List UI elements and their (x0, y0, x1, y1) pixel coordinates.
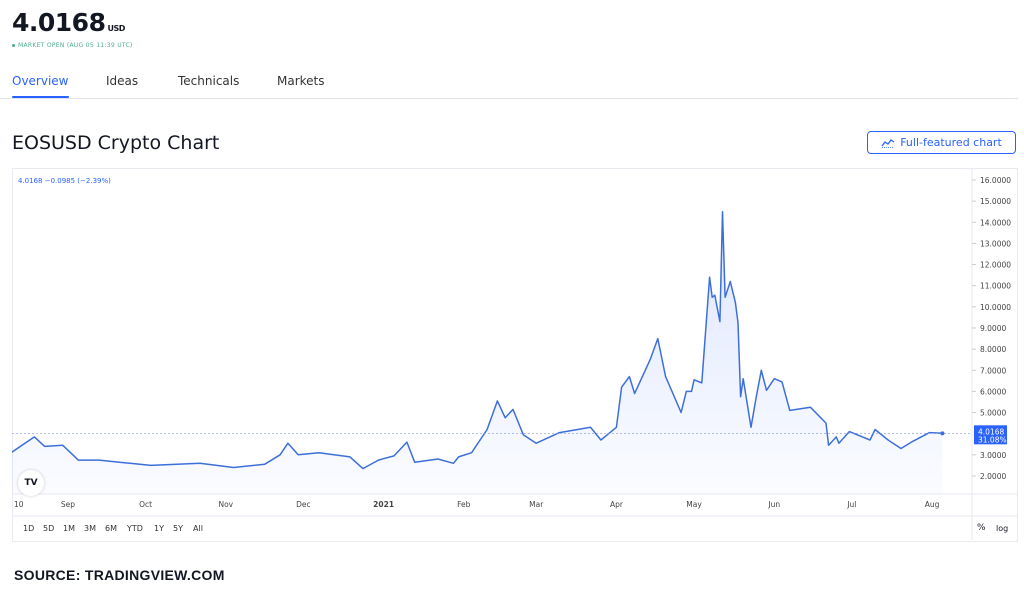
current-price: 4.0168 USD (12, 8, 125, 37)
y-tick-label: 7.0000 (980, 366, 1006, 375)
x-tick-label: May (686, 500, 702, 509)
x-tick-label: 2021 (373, 500, 394, 509)
x-tick-label: Sep (61, 500, 75, 509)
range-6m[interactable]: 6M (105, 524, 117, 533)
tab-overview[interactable]: Overview (12, 74, 69, 98)
full-featured-chart-label: Full-featured chart (900, 136, 1002, 149)
full-featured-chart-button[interactable]: Full-featured chart (867, 131, 1016, 154)
chart-legend: 4.0168 −0.0985 (−2.39%) (18, 177, 111, 185)
y-tick-label: 13.0000 (980, 239, 1011, 248)
market-status: MARKET OPEN (AUG 05 11:39 UTC) (12, 42, 133, 49)
range-all[interactable]: All (193, 524, 203, 533)
x-tick-label: Aug (925, 500, 940, 509)
price-chart[interactable]: 16.0000 15.0000 14.0000 13.0000 12.0000 11.00… (12, 168, 1018, 540)
y-tick-label: 14.0000 (980, 218, 1011, 227)
y-tick-label: 10.0000 (980, 303, 1011, 312)
chart-container (12, 168, 1018, 542)
y-tick-label: 15.0000 (980, 197, 1011, 206)
source-caption: SOURCE: TRADINGVIEW.COM (14, 567, 225, 583)
x-tick-label: Jun (767, 500, 780, 509)
tab-bar: Overview Ideas Technicals Markets (0, 74, 1018, 99)
tradingview-logo[interactable]: TV (18, 470, 44, 496)
last-price-label: 4.0168 (978, 427, 1004, 436)
y-tick-label: 3.0000 (980, 451, 1006, 460)
range-5d[interactable]: 5D (43, 524, 55, 533)
percent-scale-toggle[interactable]: % (977, 523, 986, 533)
y-tick-label: 6.0000 (980, 387, 1006, 396)
range-1d[interactable]: 1D (23, 524, 35, 533)
status-dot-icon (12, 44, 15, 47)
y-tick-label: 11.0000 (980, 282, 1011, 291)
y-tick-label: 8.0000 (980, 345, 1006, 354)
x-tick-label: Nov (218, 500, 233, 509)
x-tick-label: Oct (139, 500, 152, 509)
tab-markets[interactable]: Markets (277, 74, 325, 88)
last-price-badge (974, 425, 1007, 445)
x-tick-label: Dec (296, 500, 311, 509)
price-value: 4.0168 (12, 8, 106, 37)
log-scale-toggle[interactable]: log (996, 524, 1009, 533)
range-1m[interactable]: 1M (63, 524, 75, 533)
range-1y[interactable]: 1Y (154, 524, 164, 533)
x-tick-label: 10 (14, 500, 24, 509)
x-tick-label: Mar (529, 500, 544, 509)
tab-ideas[interactable]: Ideas (106, 74, 139, 88)
y-tick-label: 9.0000 (980, 324, 1006, 333)
x-tick-label: Jul (846, 500, 856, 509)
price-line (12, 210, 943, 470)
range-5y[interactable]: 5Y (173, 524, 183, 533)
range-3m[interactable]: 3M (84, 524, 96, 533)
y-tick-label: 16.0000 (980, 176, 1011, 185)
chart-icon (881, 138, 895, 148)
last-price-dot (940, 431, 945, 436)
range-ytd[interactable]: YTD (127, 524, 143, 533)
x-tick-label: Apr (610, 500, 624, 509)
page-title: EOSUSD Crypto Chart (12, 132, 220, 154)
tab-technicals[interactable]: Technicals (178, 74, 240, 88)
y-tick-label: 12.0000 (980, 261, 1011, 270)
y-tick-label: 2.0000 (980, 472, 1006, 481)
status-text: MARKET OPEN (AUG 05 11:39 UTC) (18, 42, 133, 49)
price-area-fill (12, 211, 943, 494)
currency-label: USD (107, 24, 125, 33)
y-tick-label: 5.0000 (980, 409, 1006, 418)
x-tick-label: Feb (457, 500, 471, 509)
last-pct-label: 31.08% (978, 435, 1007, 444)
